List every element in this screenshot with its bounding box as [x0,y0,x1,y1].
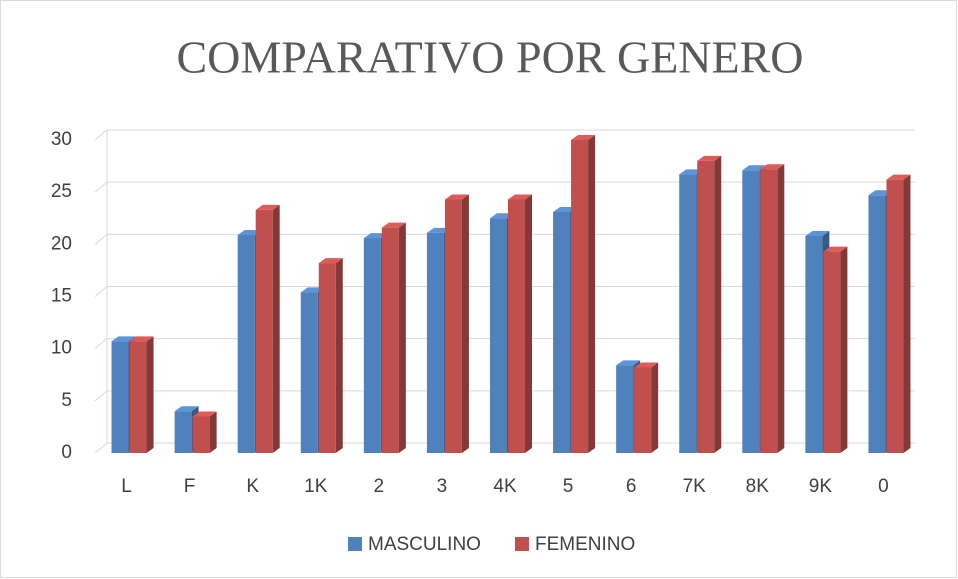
bar [679,174,697,453]
bar [742,170,760,454]
bar [444,199,462,453]
legend-swatch [515,537,529,551]
bar-top [111,336,136,342]
y-tick-label: 0 [61,442,72,463]
bar [111,341,129,453]
y-tick-label: 10 [51,338,72,359]
x-tick-label: 6 [626,476,637,497]
bar-side [651,362,659,453]
grid-line-depth [94,181,108,193]
bar [129,341,147,453]
x-tick-label: K [246,476,259,497]
bar-side [777,164,785,454]
bar [571,140,589,453]
bar [381,227,399,453]
chart-title: COMPARATIVO POR GENERO [176,32,803,83]
grid-line-depth [94,286,108,297]
grid-line-depth [94,442,108,454]
bar [174,411,192,453]
y-tick-label: 15 [51,286,72,307]
bar-side [525,194,532,453]
bar-side [209,411,217,453]
bar [192,416,210,453]
bar-top [318,258,343,264]
bar-side [588,135,596,453]
y-tick-label: 30 [51,129,72,150]
legend-swatch [348,537,362,551]
bar-side [461,194,469,453]
grid-line-depth [94,129,108,141]
bar-top [805,230,830,236]
x-tick-label: 3 [437,476,448,497]
bar [318,263,336,453]
bar-top [444,194,469,200]
y-tick-label: 5 [61,390,72,411]
bar-top [616,360,641,366]
bar [508,199,525,453]
bar [697,160,715,453]
bar [805,235,823,453]
x-tick-label: 9K [809,476,833,497]
bar-top [697,155,722,161]
bar-top [381,222,406,228]
x-tick-label: 4K [493,476,517,497]
bar-top [174,406,199,412]
y-tick-label: 25 [51,181,72,202]
bar-side [146,336,154,453]
x-tick-label: 7K [683,476,707,497]
bar-top [760,164,785,170]
x-tick-label: 5 [563,476,574,497]
bar [616,365,634,453]
bar [426,232,444,453]
grid-line-depth [94,338,108,350]
bar-side [335,258,343,453]
bar [868,195,886,453]
bar-top [129,336,154,342]
grid-line-depth [94,390,108,402]
x-tick-label: 2 [374,476,385,497]
bar-top [255,204,280,210]
bar-side [398,222,406,453]
bar [886,179,904,453]
bar-top [192,411,217,417]
bar [490,218,507,453]
bar-top [823,246,848,252]
x-tick-label: L [121,476,132,497]
bar [255,209,273,453]
x-tick-label: F [184,476,196,497]
bar-side [714,155,722,453]
bar [553,211,571,453]
bar-top [571,135,596,140]
y-tick-label: 20 [51,233,72,254]
bar [823,251,841,453]
bar-top [886,174,911,180]
bar [634,367,652,453]
bar-top [742,165,767,171]
x-tick-label: 8K [746,476,770,497]
legend-label: MASCULINO [368,534,481,555]
bar [760,169,778,454]
grid-line-depth [94,233,108,245]
legend-label: FEMENINO [535,534,635,555]
bar [363,238,381,453]
bar-side [903,174,911,453]
bar-top [508,194,532,200]
x-tick-label: 0 [878,476,889,497]
bar [300,292,318,453]
bar-side [840,246,848,453]
bar [237,234,255,453]
bar-top [634,362,659,368]
bar-side [272,204,280,453]
x-tick-label: 1K [304,476,328,497]
